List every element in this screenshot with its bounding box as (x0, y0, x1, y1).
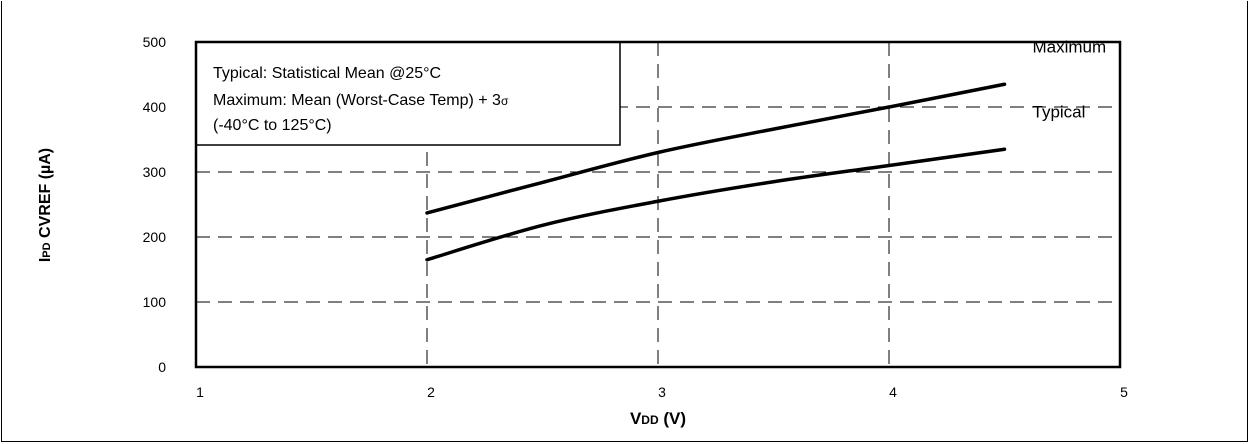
x-axis-ticks: 1 2 3 4 5 (196, 384, 1128, 400)
y-axis-ticks: 0 100 200 300 400 500 (143, 34, 167, 375)
x-axis-label-sub: DD (641, 413, 659, 427)
x-tick-label: 3 (658, 384, 666, 400)
series-label-typical: Typical (1033, 102, 1086, 121)
series-line-typical (425, 147, 1007, 262)
y-tick-label: 300 (143, 164, 167, 180)
y-tick-label: 200 (143, 229, 167, 245)
series-group: Maximum Typical (425, 37, 1107, 262)
x-axis-label-tail: (V) (659, 409, 686, 428)
y-tick-label: 400 (143, 99, 167, 115)
x-tick-label: 5 (1120, 384, 1128, 400)
sigma-symbol: σ (501, 94, 509, 108)
x-axis-label-main: V (630, 409, 642, 428)
y-tick-label: 500 (143, 34, 167, 50)
series-label-maximum: Maximum (1033, 37, 1107, 56)
plot-area-border (194, 40, 1122, 369)
x-tick-label: 4 (889, 384, 897, 400)
y-axis-label-tail: CVREF (µA) (37, 148, 54, 243)
y-tick-label: 0 (158, 359, 166, 375)
y-tick-label: 100 (143, 294, 167, 310)
annotation-line-3: (-40°C to 125°C) (213, 117, 332, 134)
annotation-line-2: Maximum: Mean (Worst-Case Temp) + 3σ (213, 92, 509, 109)
x-tick-label: 2 (427, 384, 435, 400)
y-axis-label-main: I (37, 258, 54, 262)
x-tick-label: 1 (196, 384, 204, 400)
series-line-maximum (425, 82, 1007, 215)
y-axis-label: IPD CVREF (µA) (37, 148, 54, 262)
x-axis-label: VDD (V) (630, 409, 686, 428)
y-axis-label-sub: PD (41, 242, 53, 257)
annotation-line-1: Typical: Statistical Mean @25°C (213, 65, 441, 82)
annotation-line-2-text: Maximum: Mean (Worst-Case Temp) + 3 (213, 92, 501, 109)
annotation-box: Typical: Statistical Mean @25°C Maximum:… (195, 41, 621, 146)
